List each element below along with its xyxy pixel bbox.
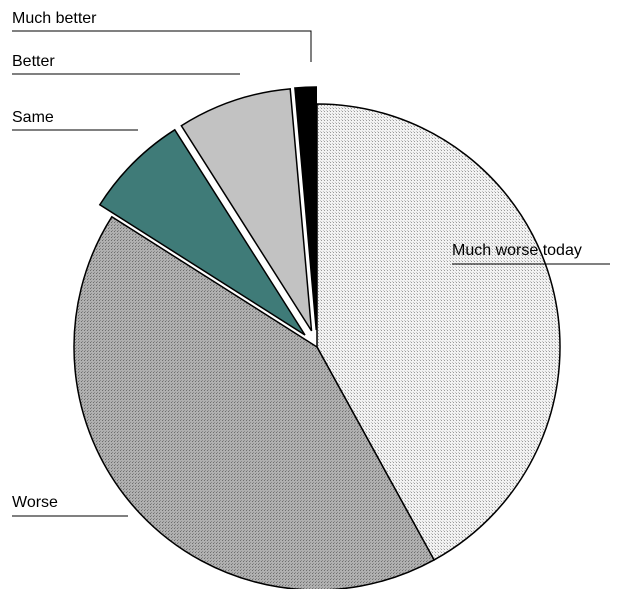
pie-slice-much-better — [294, 86, 318, 331]
pie-slice-same — [98, 128, 306, 336]
leader-line-much-better — [12, 30, 312, 62]
pie-slice-worse — [73, 215, 436, 589]
slice-label-better: Better — [12, 53, 55, 70]
slice-label-much-better: Much better — [12, 10, 97, 27]
pie-slice-much-worse-today — [316, 103, 561, 561]
slice-label-same: Same — [12, 109, 54, 126]
slice-label-much-worse-today: Much worse today — [452, 242, 582, 259]
pie-slice-better — [180, 88, 313, 332]
slice-label-worse: Worse — [12, 494, 58, 511]
